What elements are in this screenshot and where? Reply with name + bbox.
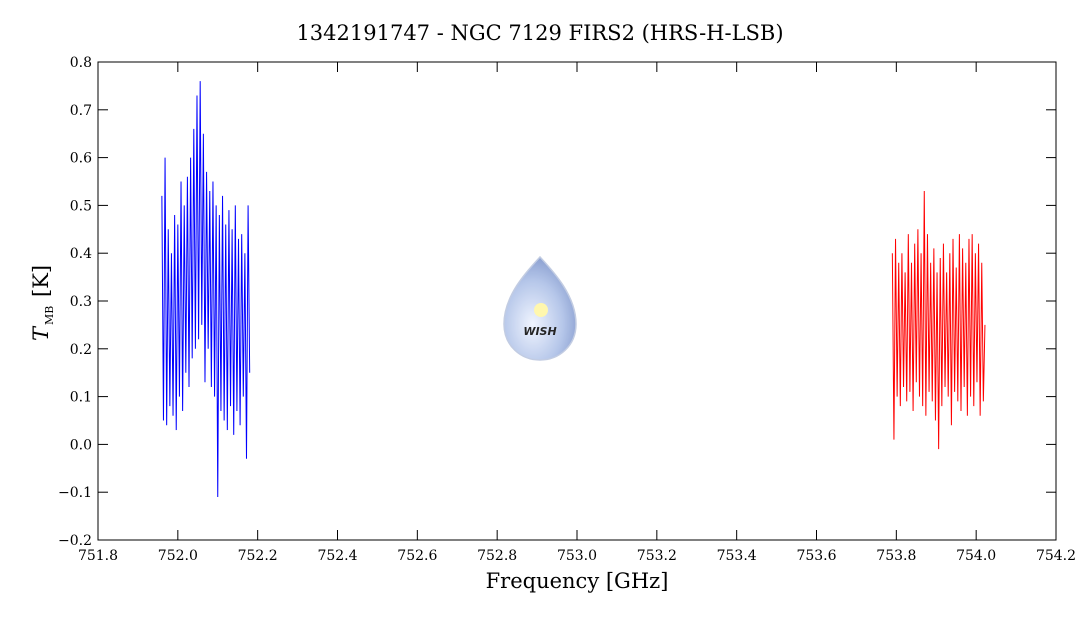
wish-logo: WISH — [503, 255, 577, 361]
y-tick-label: 0.0 — [70, 437, 92, 453]
x-tick-label: 752.2 — [238, 548, 278, 564]
x-tick-label: 754.2 — [1036, 548, 1076, 564]
x-tick-label: 753.8 — [876, 548, 916, 564]
spectrum-line — [161, 81, 251, 497]
x-axis-label: Frequency [GHz] — [486, 569, 669, 593]
y-label-unit: [K] — [29, 265, 53, 297]
x-tick-label: 752.8 — [477, 548, 517, 564]
x-tick-label: 753.4 — [717, 548, 757, 564]
x-tick-label: 754.0 — [956, 548, 996, 564]
y-tick-label: 0.4 — [70, 246, 92, 262]
x-tick-label: 753.6 — [796, 548, 836, 564]
y-tick-label: 0.8 — [70, 55, 92, 71]
x-tick-label: 753.2 — [637, 548, 677, 564]
x-tick-label: 752.4 — [317, 548, 357, 564]
y-tick-label: 0.2 — [70, 342, 92, 358]
x-tick-label: 752.6 — [397, 548, 437, 564]
y-tick-label: 0.3 — [70, 294, 92, 310]
y-label-symbol: T — [29, 325, 53, 341]
chart-title: 1342191747 - NGC 7129 FIRS2 (HRS-H-LSB) — [296, 21, 783, 45]
x-tick-label: 751.8 — [78, 548, 118, 564]
y-tick-label: 0.5 — [70, 198, 92, 214]
y-tick-label: 0.6 — [70, 151, 92, 167]
y-axis-label: T MB [K] — [29, 265, 56, 341]
y-tick-label: 0.7 — [70, 103, 92, 119]
y-tick-label: −0.1 — [58, 485, 92, 501]
y-label-subscript: MB — [43, 306, 56, 325]
y-tick-label: −0.2 — [58, 533, 92, 549]
x-tick-label: 752.0 — [158, 548, 198, 564]
y-tick-label: 0.1 — [70, 390, 92, 406]
x-tick-label: 753.0 — [557, 548, 597, 564]
wish-text: WISH — [523, 325, 556, 338]
spectrum-line — [891, 191, 986, 450]
